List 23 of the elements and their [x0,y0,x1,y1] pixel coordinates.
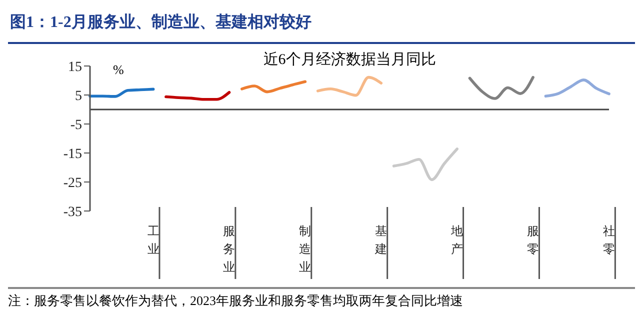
line-series [392,148,458,182]
line-series [88,88,155,98]
line-series [468,76,534,100]
x-tick-label: 制造业 [299,224,312,274]
y-axis-title: % [113,62,124,78]
line-series [240,80,307,94]
line-series [316,76,383,97]
x-tick-label: 基建 [374,224,388,256]
x-tick-label: 社零 [603,224,615,256]
chart-title: 图1：1-2月服务业、制造业、基建相对较好 [8,8,635,44]
y-tick-label: 5 [75,88,82,104]
y-tick-label: 15 [68,60,82,75]
text: 注：服务零售以餐饮作为替代，2023年服务业和服务零售均取两年复合同比增速 [8,292,464,309]
y-tick-label: -5 [70,118,82,133]
y-tick-label: -35 [63,204,82,220]
y-tick-label: -15 [63,146,82,162]
y-tick-label: -25 [63,176,82,191]
x-tick-label: 服务业 [223,224,236,274]
chart-subtitle: 近6个月经济数据当月同比 [263,52,436,68]
x-tick-label: 服零 [527,224,540,256]
line-series [544,78,610,98]
x-tick-label: 工业 [147,224,160,256]
line-series [164,90,231,101]
